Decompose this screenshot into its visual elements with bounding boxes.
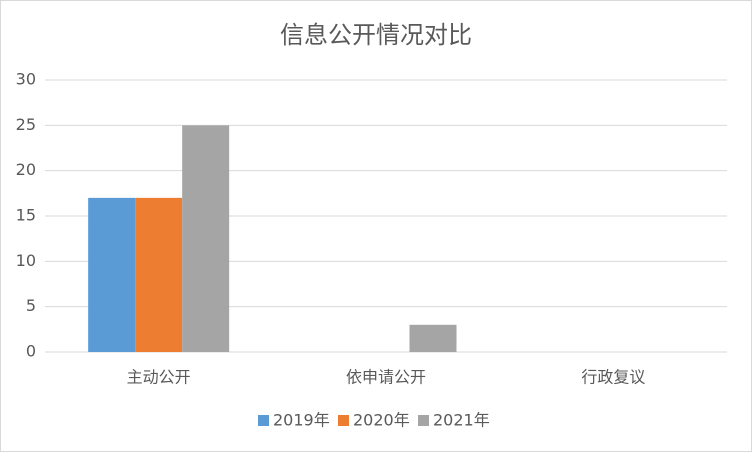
y-tick-label: 5 [26,296,36,315]
legend-swatch [258,415,269,426]
x-tick-label: 主动公开 [127,368,191,387]
y-tick-label: 25 [16,115,36,134]
bar [88,197,136,352]
y-tick-label: 10 [16,251,36,270]
y-tick-label: 15 [16,206,36,225]
y-tick-label: 30 [16,70,36,89]
bar [135,197,183,352]
x-tick-label: 行政复议 [581,368,645,387]
legend-label: 2020年 [353,411,410,430]
y-tick-label: 0 [26,342,36,361]
x-tick-label: 依申请公开 [346,368,426,387]
legend-swatch [418,415,429,426]
legend-label: 2019年 [273,411,330,430]
y-tick-label: 20 [16,160,36,179]
legend-swatch [338,415,349,426]
chart-title: 信息公开情况对比 [280,21,472,49]
legend-label: 2021年 [433,411,490,430]
bar [409,324,457,352]
bar [182,125,230,352]
